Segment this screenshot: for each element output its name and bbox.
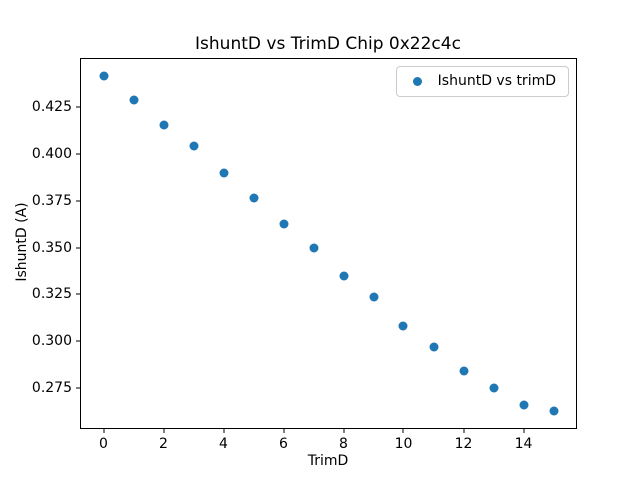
x-tick-label: 2 [159,436,168,452]
y-axis-label: IshuntD (A) [14,202,30,282]
x-axis-label: TrimD [307,453,349,469]
y-tick-mark [76,153,81,155]
scatter-point [398,321,408,331]
scatter-point [489,383,498,393]
y-tick-label: 0.350 [31,239,72,256]
y-tick-label: 0.275 [31,380,72,397]
y-tick-mark [76,293,81,295]
y-tick-label: 0.375 [31,192,72,209]
plot-area: IshuntD vs trimD 0 2 4 6 8 10 12 14 0.275 0.300 0.… [32,58,577,452]
scatter-point [159,120,168,130]
x-tick-mark [402,428,404,433]
scatter-point [189,141,198,151]
x-tick-mark [223,428,224,433]
scatter-point [129,95,138,105]
scatter-point [459,366,468,376]
scatter-point [339,271,348,281]
scatter-point [219,168,228,178]
x-tick-mark [523,428,524,433]
scatter-point [279,219,288,229]
scatter-point [549,406,558,416]
y-tick-label: 0.425 [31,98,72,115]
chart-title: IshuntD vs TrimD Chip 0x22c4c [195,34,461,54]
scatter-point [249,193,258,203]
x-tick-mark [463,428,464,433]
x-tick-mark [163,428,164,433]
scatter-point [309,243,318,253]
y-tick-mark [76,200,81,202]
y-tick-mark [76,106,81,108]
x-tick-mark [283,428,284,433]
x-tick-label: 0 [99,436,108,452]
x-tick-mark [103,428,104,433]
x-tick-mark [343,428,344,433]
scatter-point [99,71,108,81]
y-tick-mark [76,387,81,389]
x-tick-label: 6 [279,436,288,452]
scatter-point [429,342,438,352]
x-tick-label: 8 [339,436,348,452]
y-tick-label: 0.300 [31,333,72,350]
x-tick-label: 14 [514,436,533,452]
legend-label: IshuntD vs trimD [437,73,556,89]
y-tick-label: 0.325 [31,286,72,303]
y-tick-mark [76,340,81,342]
y-tick-mark [76,247,81,249]
scatter-point [369,292,378,302]
x-tick-label: 12 [454,436,473,452]
x-tick-label: 4 [219,436,228,452]
legend-marker-icon [412,77,422,86]
scatter-point [519,400,528,410]
x-tick-label: 10 [394,436,413,452]
legend: IshuntD vs trimD [395,66,569,97]
y-tick-label: 0.400 [31,145,72,162]
